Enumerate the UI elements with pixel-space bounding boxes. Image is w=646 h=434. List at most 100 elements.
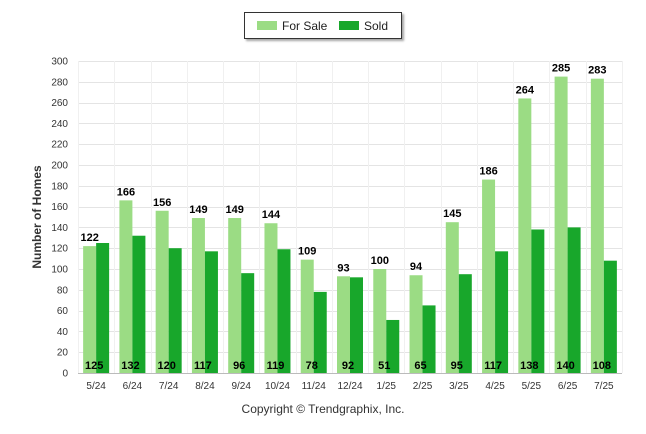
x-tick-label: 7/25	[594, 381, 614, 392]
bar-sold	[386, 319, 400, 373]
bar-sold	[422, 305, 436, 373]
bar-sold	[168, 248, 182, 373]
data-label-for-sale: 100	[371, 255, 389, 267]
copyright-text: Copyright © Trendgraphix, Inc.	[241, 402, 405, 416]
y-tick-label: 200	[51, 161, 68, 172]
data-label-for-sale: 156	[153, 197, 171, 209]
y-tick-label: 240	[51, 119, 68, 130]
data-label-sold: 140	[556, 360, 574, 372]
y-tick-label: 100	[51, 265, 68, 276]
data-label-sold: 51	[378, 360, 390, 372]
data-label-for-sale: 264	[516, 84, 535, 96]
bar-sold	[241, 273, 255, 373]
x-tick-label: 11/24	[302, 381, 327, 392]
x-tick-label: 5/24	[86, 381, 106, 392]
data-label-sold: 78	[306, 360, 318, 372]
data-label-sold: 96	[233, 360, 245, 372]
data-label-sold: 119	[267, 360, 285, 372]
chart-legend: For Sale Sold	[244, 12, 402, 39]
bar-for-sale	[373, 269, 387, 373]
data-label-for-sale: 149	[226, 204, 244, 216]
data-label-for-sale: 149	[189, 204, 207, 216]
y-tick-label: 80	[57, 285, 69, 296]
x-tick-label: 5/25	[522, 381, 542, 392]
bar-for-sale	[482, 179, 496, 373]
y-tick-label: 260	[51, 98, 68, 109]
bar-sold	[603, 260, 617, 373]
bar-sold	[458, 274, 472, 373]
bar-sold	[277, 249, 291, 373]
bar-for-sale	[518, 98, 532, 373]
data-label-for-sale: 109	[298, 246, 316, 258]
legend-item-sold: Sold	[339, 19, 388, 33]
bar-for-sale	[264, 223, 278, 373]
y-axis-title: Number of Homes	[30, 165, 44, 269]
x-tick-label: 7/24	[159, 381, 179, 392]
data-label-sold: 117	[194, 360, 212, 372]
bar-for-sale	[228, 218, 242, 373]
y-tick-label: 280	[51, 77, 68, 88]
x-tick-label: 4/25	[485, 381, 505, 392]
data-label-for-sale: 94	[410, 261, 423, 273]
data-label-for-sale: 285	[552, 63, 570, 75]
bar-for-sale	[191, 218, 205, 373]
data-label-for-sale: 144	[262, 209, 281, 221]
data-label-sold: 65	[414, 360, 426, 372]
y-tick-label: 60	[57, 306, 69, 317]
legend-swatch-for-sale	[257, 21, 277, 31]
bar-sold	[96, 243, 110, 373]
bar-for-sale	[155, 210, 169, 373]
y-tick-label: 180	[51, 181, 68, 192]
x-tick-label: 9/24	[231, 381, 251, 392]
bar-for-sale	[409, 275, 423, 373]
data-labels: 122 125 166 132 156 120 149 117 149 96 144 119 109 78…	[80, 63, 611, 372]
legend-swatch-sold	[339, 21, 359, 31]
bar-sold	[350, 277, 363, 373]
data-label-for-sale: 186	[479, 166, 497, 178]
legend-label-for-sale: For Sale	[282, 19, 328, 33]
data-label-for-sale: 166	[117, 186, 135, 198]
bar-for-sale	[83, 246, 97, 373]
bar-for-sale	[337, 276, 350, 373]
bar-for-sale	[554, 76, 568, 373]
x-tick-label: 8/24	[195, 381, 215, 392]
y-tick-label: 220	[51, 140, 68, 151]
x-tick-label: 2/25	[413, 381, 433, 392]
data-label-sold: 108	[593, 360, 611, 372]
bar-sold	[531, 229, 545, 373]
data-label-sold: 120	[157, 360, 175, 372]
bar-sold	[204, 251, 218, 373]
y-tick-label: 300	[51, 57, 68, 68]
data-label-for-sale: 122	[80, 232, 98, 244]
axes: 0 20 40 60 80 100 120 140 160 180 200 220 240 260 280 3…	[51, 57, 614, 393]
y-tick-label: 20	[57, 348, 69, 359]
y-tick-label: 40	[57, 327, 69, 338]
data-label-sold: 132	[121, 360, 139, 372]
bar-for-sale	[445, 222, 459, 373]
bar-sold	[567, 227, 581, 373]
data-label-sold: 125	[85, 360, 103, 372]
x-tick-label: 6/24	[123, 381, 143, 392]
y-tick-label: 140	[51, 223, 68, 234]
x-tick-label: 3/25	[449, 381, 469, 392]
bar-for-sale	[300, 259, 314, 373]
y-tick-label: 160	[51, 202, 68, 213]
data-label-sold: 117	[484, 360, 502, 372]
x-tick-label: 10/24	[265, 381, 290, 392]
legend-item-for-sale: For Sale	[257, 19, 327, 33]
y-tick-label: 120	[51, 244, 68, 255]
bar-for-sale	[119, 200, 133, 373]
data-label-sold: 138	[520, 360, 538, 372]
bars	[83, 76, 617, 374]
bar-sold	[132, 235, 146, 373]
x-tick-label: 1/25	[377, 381, 397, 392]
data-label-for-sale: 283	[588, 65, 606, 77]
data-label-sold: 92	[342, 360, 354, 372]
x-tick-label: 6/25	[558, 381, 578, 392]
data-label-for-sale: 93	[337, 262, 349, 274]
bar-sold	[495, 251, 509, 373]
bar-for-sale	[590, 78, 604, 374]
data-label-for-sale: 145	[443, 208, 461, 220]
data-label-sold: 95	[451, 360, 463, 372]
